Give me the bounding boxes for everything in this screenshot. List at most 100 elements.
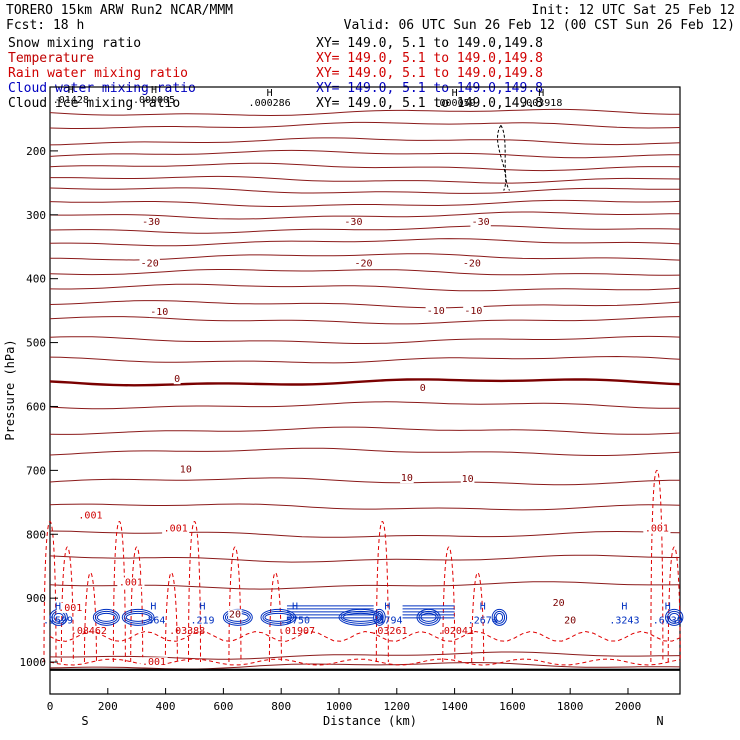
rain-contour [187,520,201,663]
label-bg [460,473,475,484]
label-bg [425,305,447,316]
rain-contour [228,546,242,663]
valid-time: Valid: 06 UTC Sun 26 Feb 12 (00 CST Sun … [344,18,735,33]
y-tick-label: 1000 [20,656,47,669]
field-xy: XY= 149.0, 5.1 to 149.0,149.8 [316,51,543,66]
isotherm-line [49,355,681,364]
label-bg [463,305,484,316]
isotherm-label: -30 [472,217,490,228]
isotherm-label: -10 [427,306,445,317]
cloud-max-value: .2674 [468,616,498,627]
isotherm-line [49,187,681,194]
isotherm-label: 10 [462,474,474,485]
x-tick-label: 0 [47,700,54,713]
isotherm-line [49,108,681,117]
isotherm-line [49,477,681,486]
rain-label: .001 [78,510,102,521]
isotherm-line [49,661,681,670]
cloud-max-value: .3243 [609,616,639,627]
label-bg [162,523,190,534]
y-tick-label: 300 [26,209,46,222]
maximum-value: .000286 [249,98,291,109]
cloud-water-contours [49,125,684,626]
y-tick-label: 400 [26,273,46,286]
rain-max-value: .02041 [438,626,474,637]
cloud-max-mark: H [199,602,205,613]
x-tick-label: 1800 [557,700,584,713]
isotherm-line [49,137,681,146]
label-bg [643,523,671,534]
y-axis-label: Pressure (hPa) [3,339,17,440]
cloud-max-mark: H [292,602,298,613]
maximum-value: .000059 [434,98,476,109]
isotherm-line [49,651,681,660]
label-bg [149,307,170,318]
cloud-water-contour [121,608,155,626]
isotherm-label: 20 [229,609,241,620]
isotherm-line [49,530,681,538]
maximum-mark: H [68,85,74,96]
init-time: Init: 12 UTC Sat 25 Feb 12 [532,3,736,18]
field-xy: XY= 149.0, 5.1 to 149.0,149.8 [316,36,543,51]
maximum-mark: H [452,88,458,99]
isotherm-label: -30 [344,217,362,228]
cloud-max-mark: H [384,602,390,613]
header: TORERO 15km ARW Run2 NCAR/MMM Init: 12 U… [6,3,735,33]
cloud-water-contour [669,612,680,622]
rain-contour [130,546,144,663]
isotherm-label: 20 [553,598,565,609]
rain-max-value: .03261 [371,626,407,637]
maximum-value: .01428 [53,95,89,106]
x-tick-label: 1000 [326,700,353,713]
isotherm-line [49,316,681,325]
maximum-mark: H [538,88,544,99]
label-bg [419,383,427,394]
isotherm-line [49,300,681,309]
cloud-max-value: .219 [190,616,214,627]
x-tick-label: 800 [271,700,291,713]
isotherm-line [49,149,680,159]
cloud-max-mark: H [621,602,627,613]
cloud-max-value: .5750 [280,616,310,627]
isotherm-line [49,335,681,344]
label-bg [353,258,374,269]
forecast-hour: Fcst: 18 h [6,18,84,33]
label-bg [343,217,364,228]
cloud-max-mark: H [480,602,486,613]
isotherm-line [49,401,680,410]
rain-contour [375,520,389,663]
isotherm-line [50,175,681,184]
field-xy: XY= 149.0, 5.1 to 149.0,149.8 [316,81,543,96]
label-bg [139,258,160,269]
x-tick-label: 1200 [384,700,411,713]
isotherm-label: 10 [401,473,413,484]
rain-label: .001 [645,524,669,535]
rain-contour [667,546,681,663]
isotherm-label: 10 [180,464,192,475]
isotherm-line [49,503,681,511]
maximum-mark: H [267,88,273,99]
x-tick-label: 400 [156,700,176,713]
field-xy: XY= 149.0, 5.1 to 149.0,149.8 [316,96,543,111]
y-tick-label: 500 [26,337,46,350]
label-bg [470,217,491,228]
isotherm-label: -30 [142,217,160,228]
isotherm-line [49,283,681,292]
cloud-max-value: .5794 [372,616,402,627]
isotherm-label: -10 [150,307,168,318]
label-bg [173,374,181,385]
y-tick-label: 200 [26,145,46,158]
isotherm-line [49,238,681,247]
label-bg [140,657,168,668]
cloud-ice-contour [497,125,510,191]
rain-contour [442,546,456,663]
cloud-max-mark: H [665,602,671,613]
maximum-value: .000005 [133,95,175,106]
rain-label: .001 [142,657,166,668]
cloud-max-value: .1599 [43,616,73,627]
isotherm-label: -20 [355,259,373,270]
cloud-water-contour [667,610,682,624]
rain-label: .001 [164,524,188,535]
model-title: TORERO 15km ARW Run2 NCAR/MMM [6,3,233,18]
cloud-water-contour [495,612,504,622]
